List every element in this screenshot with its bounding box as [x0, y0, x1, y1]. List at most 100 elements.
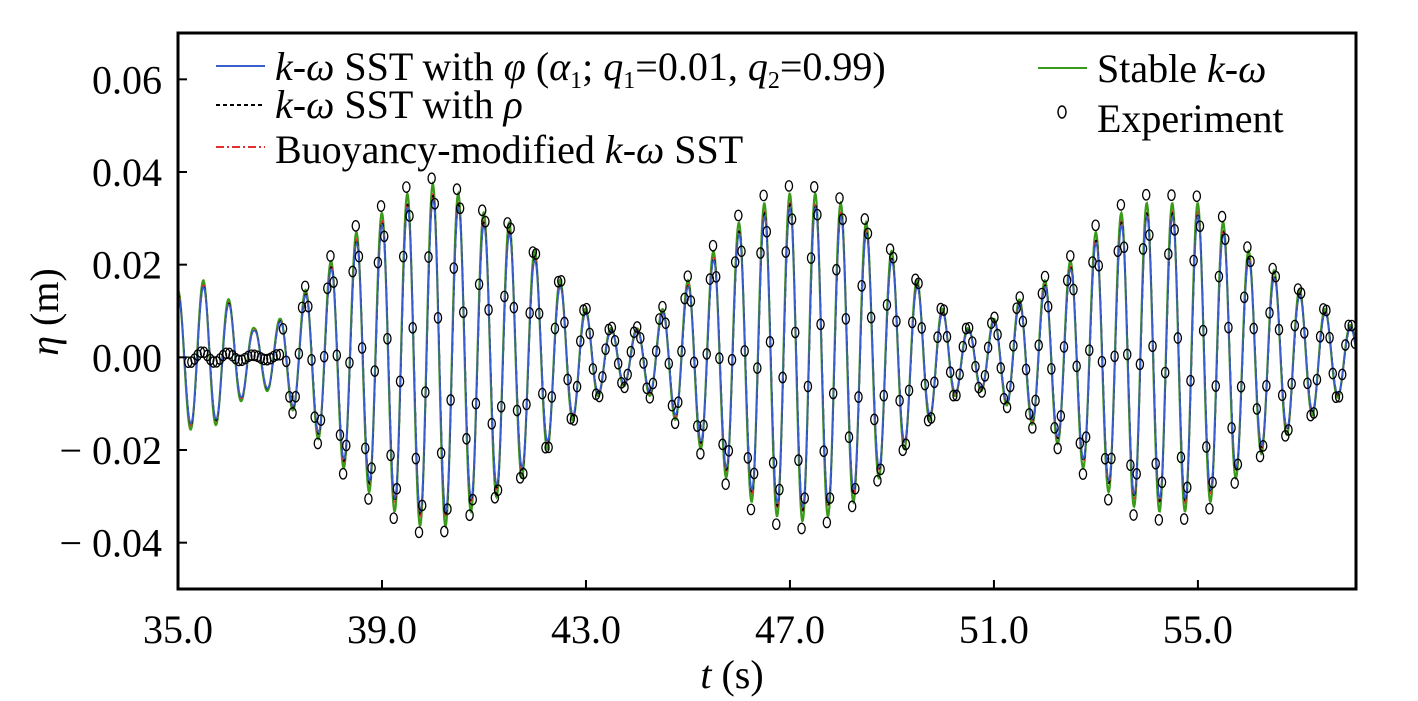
experiment-point: [364, 493, 373, 505]
experiment-point: [914, 277, 923, 290]
experiment-point: [1322, 304, 1331, 317]
experiment-point: [433, 311, 443, 324]
experiment-point: [1135, 358, 1145, 371]
experiment-point: [794, 454, 803, 466]
experiment-point: [866, 311, 876, 324]
experiment-point: [417, 499, 427, 512]
experiment-point: [1015, 291, 1024, 303]
experiment-point: [1208, 476, 1217, 489]
experiment-point: [294, 347, 304, 360]
experiment-point: [873, 474, 882, 487]
experiment-point: [1195, 220, 1205, 233]
experiment-point: [1081, 431, 1091, 443]
experiment-point: [1328, 367, 1338, 380]
experiment-point: [721, 478, 730, 490]
experiment-point: [949, 389, 958, 402]
experiment-point: [749, 467, 759, 480]
experiment-point: [854, 391, 863, 403]
experiment-point: [708, 239, 718, 252]
experiment-point: [968, 336, 977, 348]
y-tick-label: 0.02: [92, 243, 162, 288]
legend-label-sst-rho: k-ω SST with ρ: [275, 82, 523, 127]
experiment-point: [1078, 468, 1088, 480]
experiment-point: [1243, 241, 1252, 253]
experiment-point: [332, 349, 342, 362]
experiment-point: [1094, 259, 1104, 272]
legend-label-experiment: Experiment: [1097, 96, 1284, 141]
experiment-point: [1258, 440, 1268, 452]
experiment-point: [639, 357, 648, 369]
experiment-point: [1303, 377, 1312, 390]
experiment-point: [939, 304, 949, 316]
experiment-point: [1233, 458, 1243, 471]
experiment-point: [345, 356, 354, 369]
experiment-point: [677, 345, 686, 358]
experiment-point: [1167, 189, 1176, 202]
experiment-point: [449, 262, 459, 274]
experiment-point: [841, 312, 851, 325]
experiment-point: [1274, 323, 1284, 336]
experiment-point: [367, 462, 376, 474]
experiment-point: [1056, 410, 1066, 422]
experiment-point: [828, 387, 838, 400]
experiment-point: [471, 397, 481, 410]
experiment-point: [392, 482, 402, 495]
experiment-point: [1062, 274, 1072, 287]
experiment-point: [1085, 344, 1094, 357]
experiment-point: [572, 380, 582, 393]
experiment-point: [686, 295, 696, 307]
experiment-point: [879, 389, 889, 402]
x-tick-label: 43.0: [551, 607, 621, 652]
legend-item-sst-rho: k-ω SST with ρ: [216, 82, 523, 127]
experiment-point: [632, 321, 642, 333]
experiment-point: [1290, 319, 1300, 332]
experiment-point: [1129, 509, 1138, 521]
experiment-point: [674, 396, 683, 409]
experiment-point: [1287, 377, 1296, 390]
legend-label-sst-phi: k-ω SST with φ (α1; q1=0.01, q2=0.99): [275, 44, 886, 94]
experiment-point: [519, 467, 528, 480]
legend-item-experiment: Experiment: [1057, 96, 1284, 141]
experiment-point: [357, 342, 367, 354]
experiment-point: [459, 306, 468, 319]
experiment-point: [1043, 300, 1053, 313]
experiment-point: [718, 438, 727, 451]
experiment-point: [803, 380, 813, 393]
experiment-point: [1179, 513, 1189, 525]
experiment-point: [1176, 451, 1186, 464]
experiment-point: [1186, 374, 1195, 387]
y-tick-label: − 0.02: [59, 428, 162, 473]
legend-label-stable: Stable k-ω: [1097, 46, 1266, 91]
experiment-point: [373, 256, 383, 269]
experiment-point: [955, 368, 964, 381]
experiment-point: [809, 181, 819, 193]
experiment-point: [496, 400, 506, 413]
experiment-point: [746, 503, 756, 516]
experiment-point: [316, 414, 326, 426]
experiment-point: [648, 377, 658, 390]
experiment-point: [1189, 254, 1198, 267]
experiment-point: [427, 172, 436, 185]
experiment-point: [259, 353, 269, 366]
experiment-point: [658, 300, 667, 313]
experiment-point: [791, 326, 800, 339]
experiment-point: [1012, 302, 1021, 315]
experiment-point: [1110, 350, 1119, 363]
experiment-point: [1205, 502, 1214, 515]
experiment-point: [1138, 243, 1148, 255]
experiment-point: [389, 512, 398, 525]
y-axis-title: η (m): [22, 268, 67, 356]
experiment-point: [664, 357, 674, 370]
experiment-point: [882, 299, 892, 311]
experiment-point: [1053, 442, 1062, 455]
experiment-point: [977, 386, 987, 398]
experiment-point: [481, 215, 490, 228]
experiment-point: [765, 336, 775, 348]
experiment-point: [440, 525, 449, 538]
experiment-point: [560, 316, 569, 329]
experiment-point: [983, 341, 993, 354]
experiment-point: [730, 256, 740, 268]
experiment-point: [784, 180, 794, 192]
experiment-point: [1119, 241, 1129, 254]
experiment-point: [370, 365, 379, 377]
